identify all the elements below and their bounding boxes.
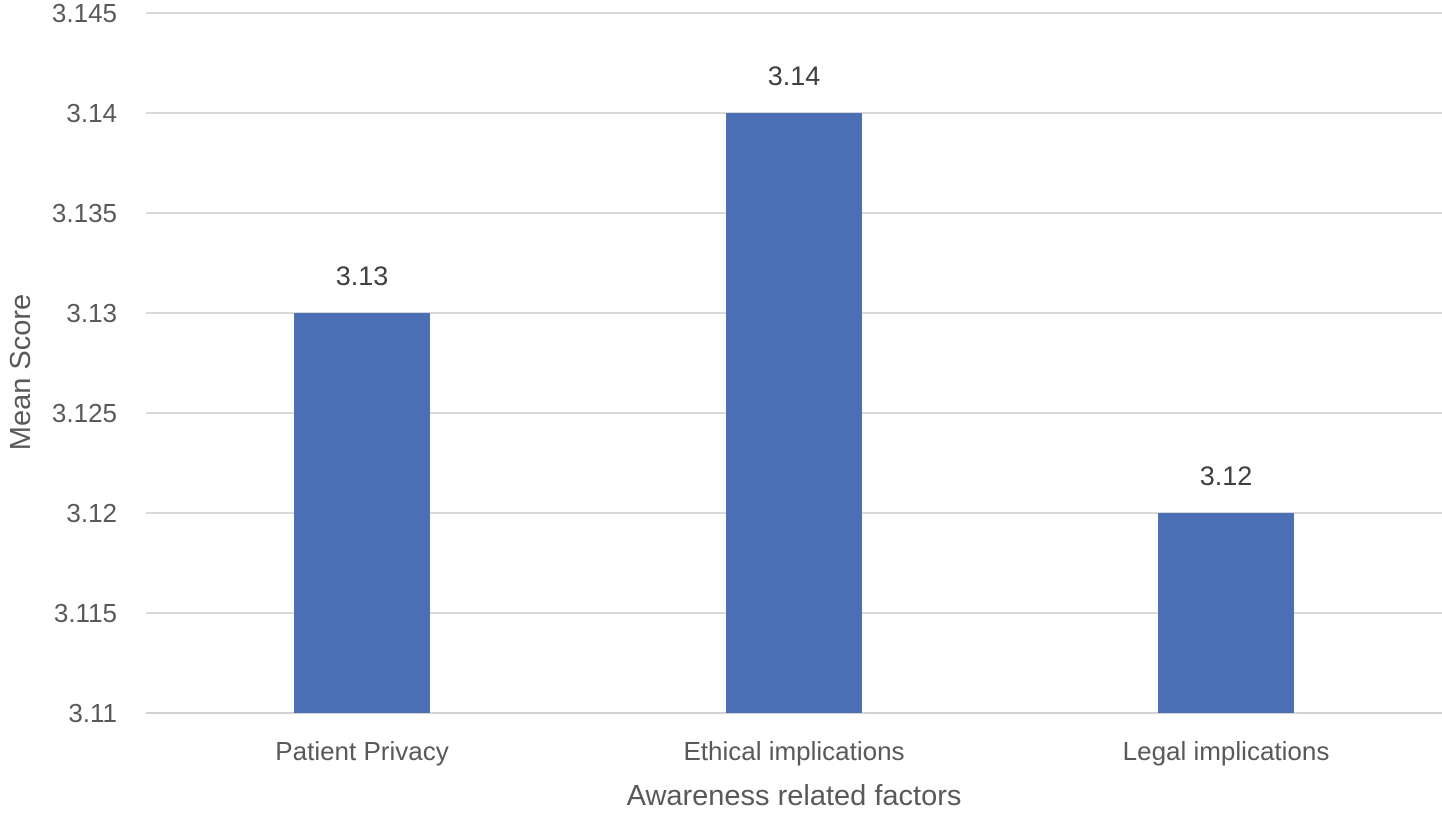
x-axis-line xyxy=(146,712,1442,714)
gridline xyxy=(146,12,1442,14)
x-category-label: Legal implications xyxy=(1122,736,1330,766)
y-tick-label: 3.115 xyxy=(53,598,117,628)
bar-legal-implications xyxy=(1158,513,1294,713)
y-tick-label: 3.135 xyxy=(51,198,117,228)
y-tick-label: 3.13 xyxy=(66,298,117,328)
x-category-label: Ethical implications xyxy=(683,736,905,766)
bar-ethical-implications xyxy=(726,113,862,713)
x-axis-title: Awareness related factors xyxy=(626,780,962,812)
y-tick-label: 3.14 xyxy=(66,98,117,128)
bar-patient-privacy xyxy=(294,313,430,713)
data-label: 3.13 xyxy=(335,261,389,291)
y-tick-label: 3.11 xyxy=(68,698,117,728)
data-label: 3.12 xyxy=(1199,461,1253,491)
y-tick-label: 3.125 xyxy=(51,398,117,428)
x-category-label: Patient Privacy xyxy=(275,736,449,766)
y-tick-label: 3.12 xyxy=(66,498,117,528)
data-label: 3.14 xyxy=(767,61,821,91)
y-tick-label: 3.145 xyxy=(51,0,117,28)
